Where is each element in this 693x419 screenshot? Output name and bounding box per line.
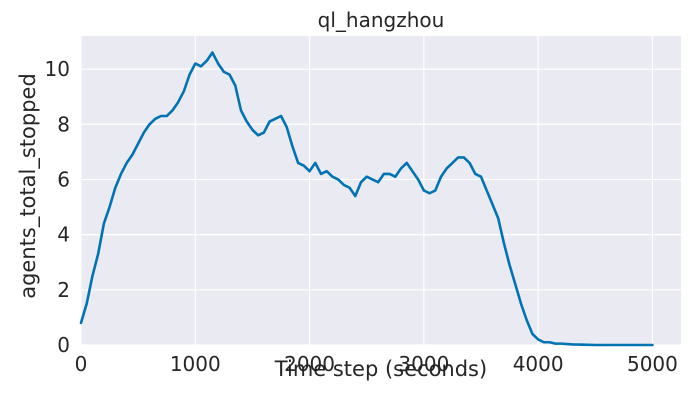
series-line [79, 51, 654, 347]
x-tick-label: 4000 [513, 352, 564, 376]
y-tick-label: 2 [57, 278, 70, 302]
y-tick-label: 10 [45, 57, 70, 81]
y-tick-label: 0 [57, 333, 70, 357]
y-tick-labels: 0 2 4 6 8 10 [45, 57, 70, 357]
x-tick-labels: 0 1000 2000 3000 4000 5000 [75, 352, 678, 376]
x-tick-label: 0 [75, 352, 88, 376]
x-tick-label: 5000 [627, 352, 678, 376]
y-tick-label: 8 [57, 112, 70, 136]
y-axis-label: agents_total_stopped [16, 73, 41, 299]
x-tick-label: 2000 [284, 352, 335, 376]
x-gridlines [80, 36, 654, 345]
y-gridlines [81, 68, 681, 346]
chart-title: ql_hangzhou [318, 8, 445, 32]
plot-area [81, 36, 681, 345]
y-tick-label: 4 [57, 223, 70, 247]
x-tick-label: 3000 [398, 352, 449, 376]
x-tick-label: 1000 [170, 352, 221, 376]
x-axis-label: Time step (seconds) [274, 357, 487, 381]
y-tick-label: 6 [57, 167, 70, 191]
